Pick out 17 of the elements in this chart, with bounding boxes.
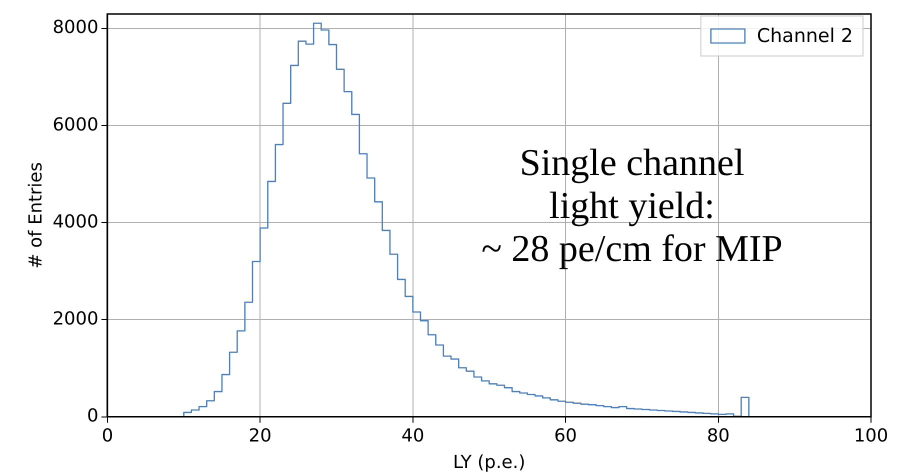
x-tick-label: 20	[248, 425, 272, 446]
x-tick-label: 60	[554, 425, 578, 446]
y-tick-label: 8000	[52, 17, 98, 38]
y-tick-label: 4000	[52, 211, 98, 232]
x-tick-label: 40	[401, 425, 424, 446]
annotation: Single channel	[520, 142, 744, 184]
y-tick-label: 2000	[52, 308, 98, 330]
y-tick-label: 0	[86, 405, 98, 426]
y-tick-label: 6000	[52, 114, 98, 136]
x-tick-label: 0	[102, 425, 114, 446]
legend-label: Channel 2	[756, 24, 854, 47]
x-axis-title: LY (p.e.)	[453, 452, 526, 473]
x-tick-label: 80	[706, 425, 730, 446]
y-axis-title: # of Entries	[25, 162, 46, 269]
annotation: ~ 28 pe/cm for MIP	[481, 228, 783, 270]
x-tick-label: 100	[854, 425, 888, 446]
annotation: light yield:	[549, 185, 715, 227]
